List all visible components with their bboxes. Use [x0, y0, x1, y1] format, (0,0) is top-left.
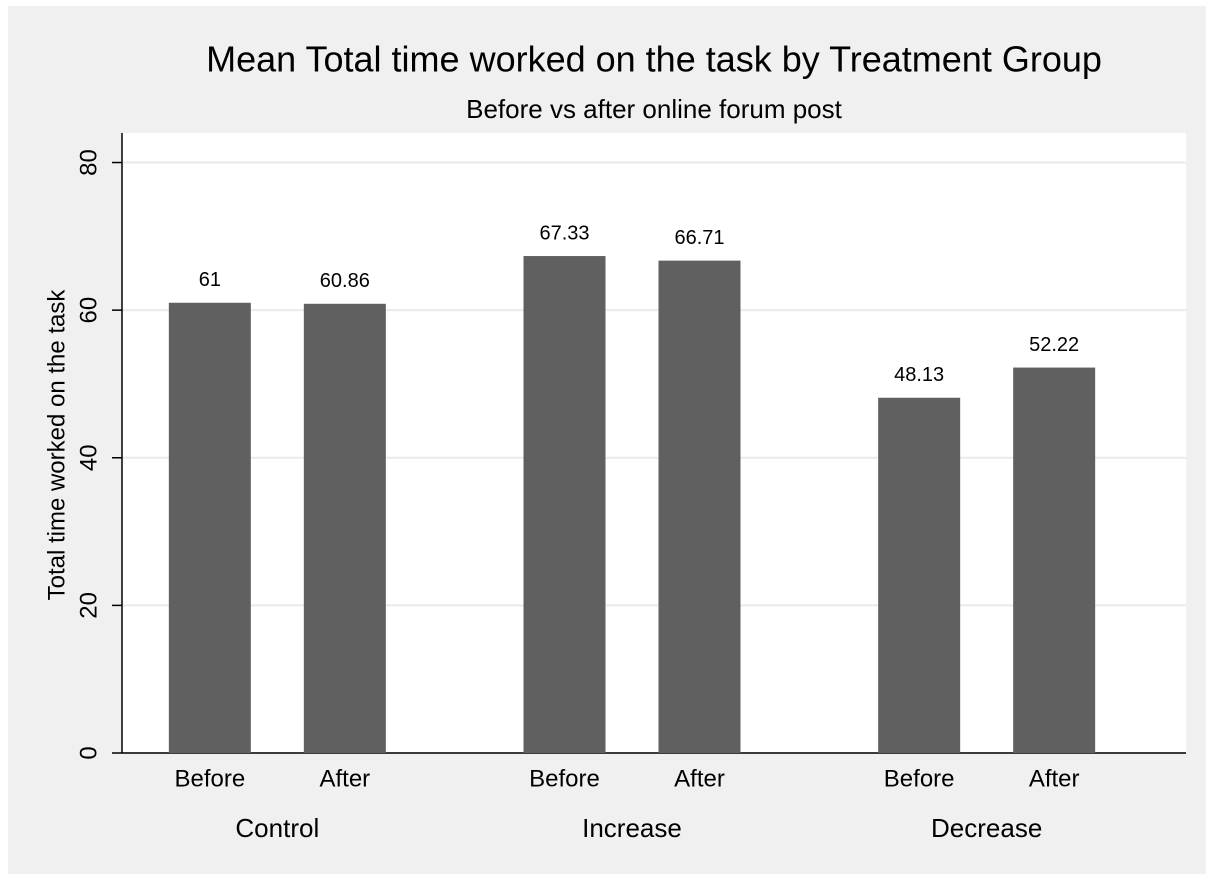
x-tick-label: After — [1029, 765, 1080, 792]
x-tick-label: Before — [174, 765, 245, 792]
x-tick-label: Before — [529, 765, 600, 792]
value-label: 48.13 — [894, 364, 944, 386]
y-axis-title: Total time worked on the task — [43, 289, 70, 601]
x-tick-label: After — [319, 765, 370, 792]
y-tick-label: 80 — [75, 149, 102, 176]
value-label: 67.33 — [539, 222, 589, 244]
bar — [303, 303, 386, 753]
y-tick-label: 60 — [75, 297, 102, 324]
bar — [658, 260, 741, 753]
bar — [523, 256, 606, 753]
value-label: 60.86 — [320, 270, 370, 292]
bar — [168, 302, 251, 753]
chart-title: Mean Total time worked on the task by Tr… — [206, 39, 1102, 80]
x-tick-label: After — [674, 765, 725, 792]
plot-area — [122, 133, 1186, 753]
bar — [878, 397, 961, 753]
y-tick-label: 40 — [75, 444, 102, 471]
y-tick-label: 0 — [75, 746, 102, 759]
value-label: 52.22 — [1029, 334, 1079, 356]
x-tick-label: Before — [884, 765, 955, 792]
y-tick-label: 20 — [75, 592, 102, 619]
group-label: Increase — [582, 813, 682, 843]
bar — [1013, 367, 1096, 753]
value-label: 61 — [199, 269, 221, 291]
group-label: Control — [235, 813, 319, 843]
chart-subtitle: Before vs after online forum post — [466, 94, 843, 124]
group-label: Decrease — [931, 813, 1042, 843]
value-label: 66.71 — [674, 227, 724, 249]
